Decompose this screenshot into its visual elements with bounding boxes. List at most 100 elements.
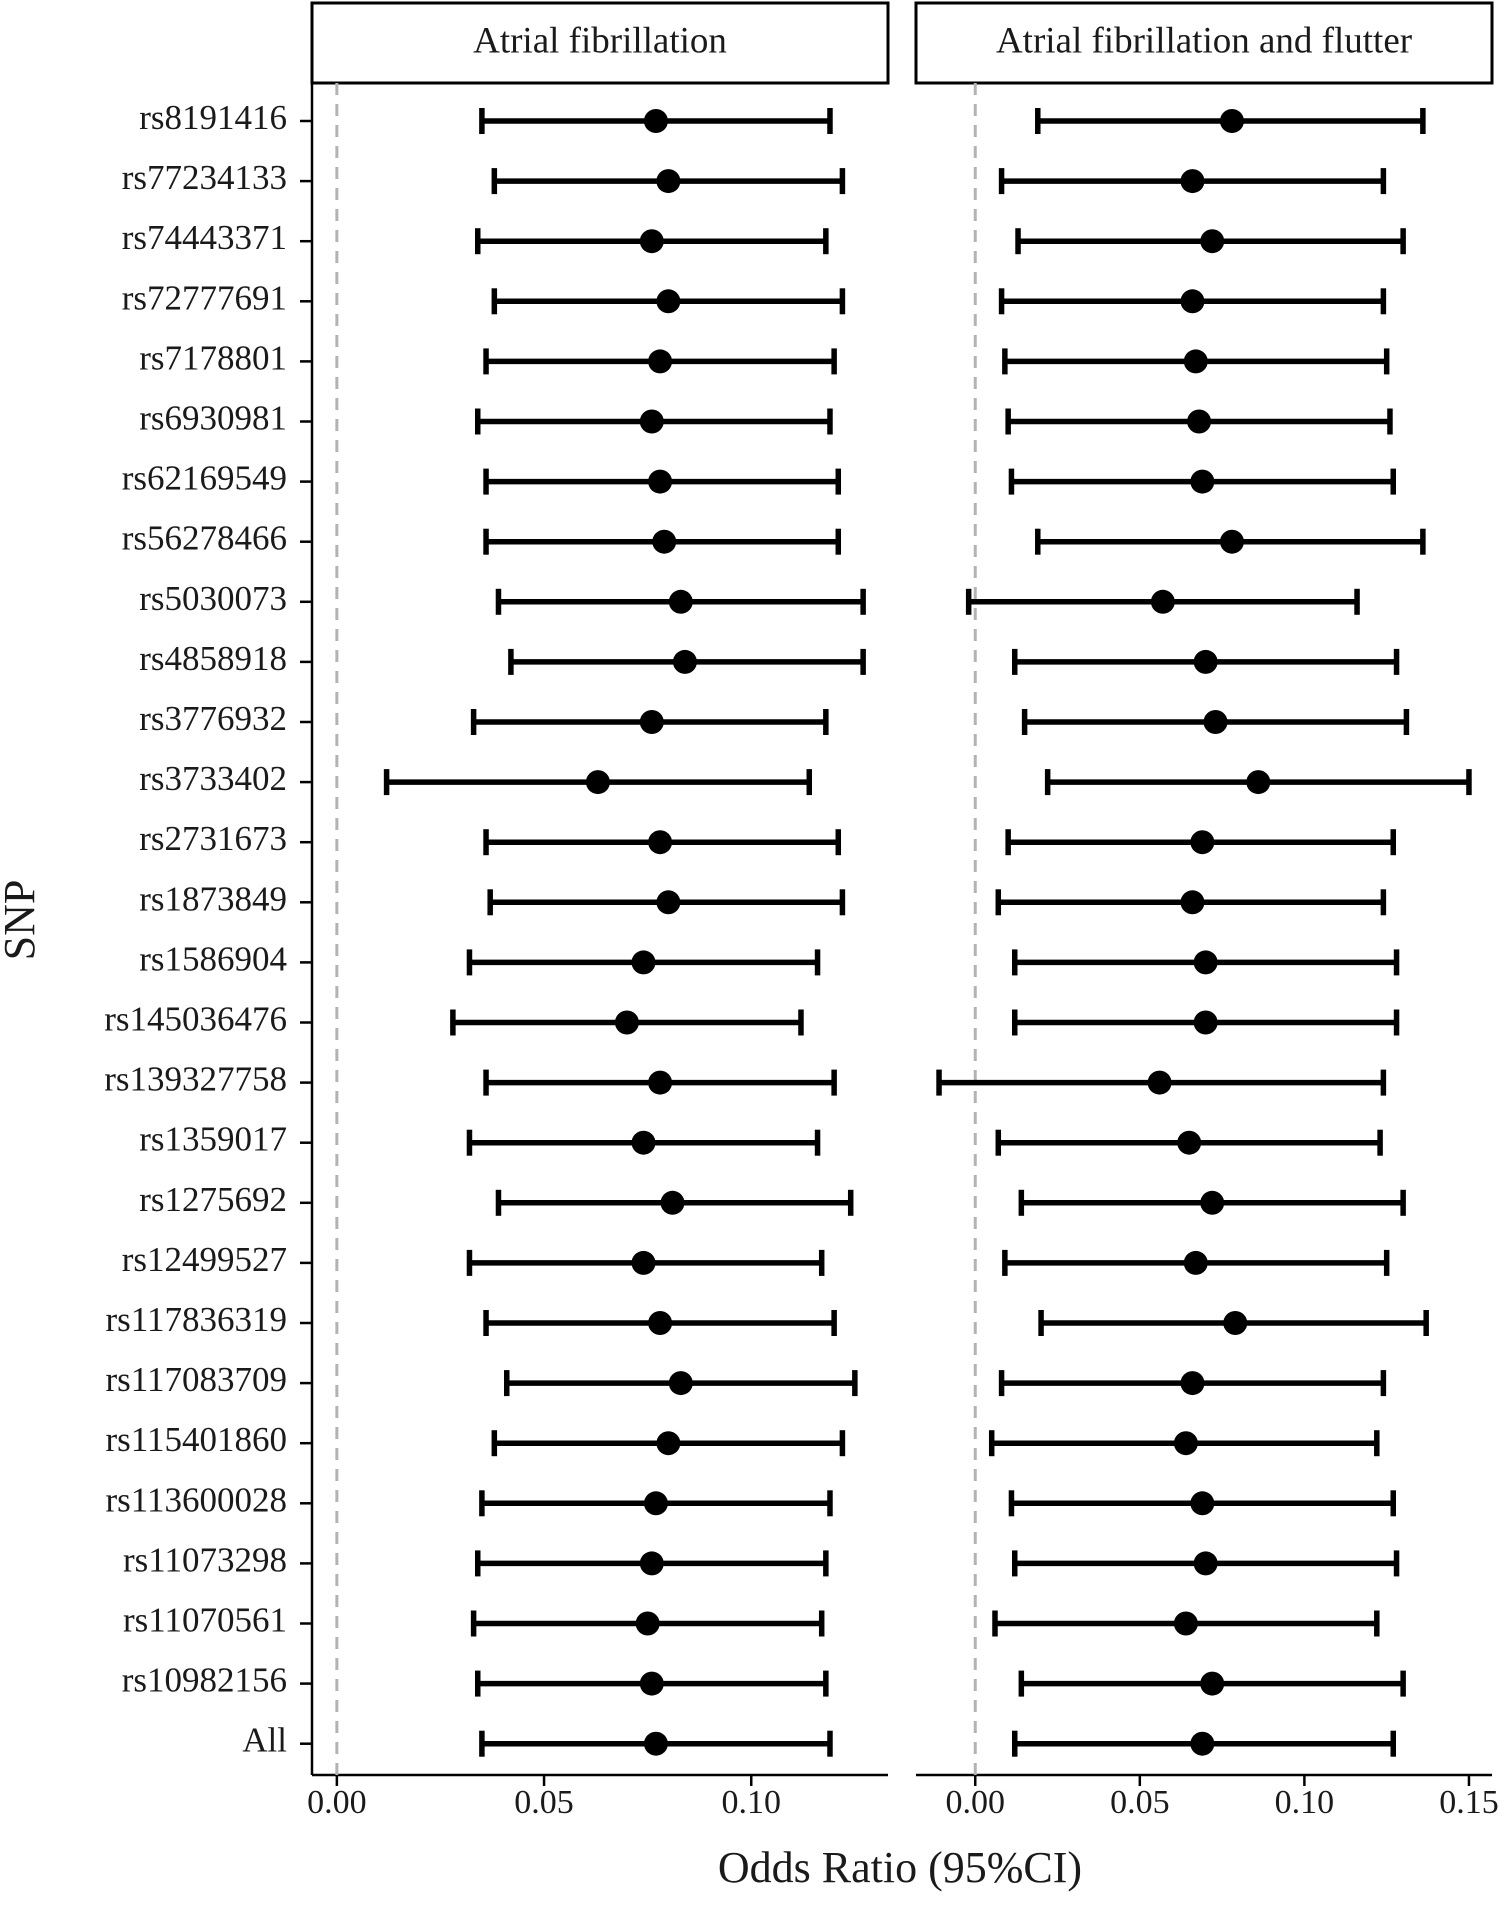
odds-ratio-point bbox=[648, 1311, 673, 1335]
y-tick-label: rs1275692 bbox=[139, 1180, 287, 1219]
odds-ratio-point bbox=[656, 890, 681, 915]
y-tick-label: rs12499527 bbox=[122, 1240, 287, 1279]
y-axis-labels: rs8191416 rs77234133 rs74443371 rs72777691 r… bbox=[104, 98, 312, 1760]
odds-ratio-point bbox=[652, 529, 677, 554]
y-tick-label: rs115401860 bbox=[106, 1420, 287, 1459]
odds-ratio-point bbox=[1187, 409, 1212, 434]
panel-atrial-fibrillation-and-flutter: 0.00 0.05 0.10 0.15 bbox=[916, 83, 1499, 1821]
odds-ratio-point bbox=[656, 169, 681, 194]
odds-ratio-point bbox=[631, 1130, 656, 1155]
x-tick-label: 0.10 bbox=[722, 1784, 782, 1821]
odds-ratio-point bbox=[1219, 109, 1244, 133]
odds-ratio-point bbox=[1177, 1130, 1202, 1155]
y-tick-label: rs7178801 bbox=[139, 338, 287, 377]
y-tick-label: rs113600028 bbox=[106, 1480, 287, 1519]
odds-ratio-point bbox=[1180, 289, 1205, 314]
y-tick-label: rs56278466 bbox=[122, 519, 287, 558]
odds-ratio-point bbox=[1193, 1551, 1218, 1576]
y-tick-label: rs10982156 bbox=[122, 1661, 287, 1700]
y-tick-label: rs1586904 bbox=[139, 939, 287, 978]
odds-ratio-point bbox=[639, 710, 664, 734]
panel-title-left: Atrial fibrillation bbox=[473, 20, 727, 61]
y-tick-label: rs117836319 bbox=[106, 1300, 287, 1339]
odds-ratio-point bbox=[1193, 950, 1218, 975]
odds-ratio-point bbox=[614, 1010, 639, 1035]
y-tick-label: rs72777691 bbox=[122, 278, 287, 317]
odds-ratio-point bbox=[1223, 1311, 1248, 1335]
strip-right: Atrial fibrillation and flutter bbox=[914, 1, 1494, 85]
odds-ratio-point bbox=[639, 409, 664, 434]
odds-ratio-point bbox=[1193, 1010, 1218, 1035]
y-tick-label: rs74443371 bbox=[122, 218, 287, 257]
odds-ratio-point bbox=[1183, 349, 1208, 374]
panel-atrial-fibrillation: 0.00 0.05 0.10 bbox=[307, 83, 888, 1821]
y-tick-label: rs139327758 bbox=[104, 1060, 287, 1099]
odds-ratio-point bbox=[1190, 1731, 1215, 1756]
odds-ratio-point bbox=[648, 349, 673, 374]
odds-ratio-point bbox=[1150, 589, 1175, 614]
odds-ratio-point bbox=[1173, 1611, 1198, 1636]
odds-ratio-point bbox=[648, 830, 673, 855]
odds-ratio-point bbox=[1200, 1190, 1225, 1215]
odds-ratio-point bbox=[1180, 169, 1205, 194]
odds-ratio-point bbox=[648, 1070, 673, 1095]
odds-ratio-point bbox=[656, 289, 681, 314]
odds-ratio-point bbox=[648, 469, 673, 494]
x-tick-label: 0.10 bbox=[1275, 1784, 1335, 1821]
y-tick-label: rs2731673 bbox=[139, 819, 287, 858]
y-tick-label: rs4858918 bbox=[139, 639, 287, 678]
odds-ratio-point bbox=[656, 1431, 681, 1456]
odds-ratio-point bbox=[1203, 710, 1228, 734]
odds-ratio-point bbox=[1200, 229, 1225, 254]
y-axis-title: SNP bbox=[0, 880, 44, 961]
strip-left: Atrial fibrillation bbox=[310, 1, 890, 85]
odds-ratio-point bbox=[639, 229, 664, 254]
odds-ratio-point bbox=[1173, 1431, 1198, 1456]
y-tick-label: rs145036476 bbox=[104, 1000, 287, 1039]
y-tick-label: rs3733402 bbox=[139, 759, 287, 798]
odds-ratio-point bbox=[643, 1731, 668, 1756]
odds-ratio-point bbox=[631, 1250, 656, 1275]
odds-ratio-point bbox=[631, 950, 656, 975]
odds-ratio-point bbox=[1246, 770, 1271, 795]
odds-ratio-point bbox=[639, 1551, 664, 1576]
x-tick-label: 0.05 bbox=[514, 1784, 574, 1821]
strip-box-left bbox=[310, 1, 890, 85]
odds-ratio-point bbox=[1180, 890, 1205, 915]
odds-ratio-point bbox=[635, 1611, 660, 1636]
strip-box-right bbox=[914, 1, 1494, 85]
odds-ratio-point bbox=[1190, 469, 1215, 494]
odds-ratio-point bbox=[1180, 1371, 1205, 1396]
y-tick-label: rs6930981 bbox=[139, 399, 287, 438]
odds-ratio-point bbox=[1147, 1070, 1172, 1095]
y-tick-label: rs1873849 bbox=[139, 879, 287, 918]
x-axis-title: Odds Ratio (95%CI) bbox=[718, 1843, 1082, 1892]
x-tick-label: 0.15 bbox=[1439, 1784, 1499, 1821]
odds-ratio-point bbox=[643, 1491, 668, 1516]
y-tick-label: rs1359017 bbox=[139, 1120, 287, 1159]
y-tick-label: rs11070561 bbox=[123, 1601, 287, 1640]
x-tick-label: 0.00 bbox=[307, 1784, 367, 1821]
x-tick-label: 0.00 bbox=[945, 1784, 1005, 1821]
odds-ratio-point bbox=[639, 1671, 664, 1696]
odds-ratio-point bbox=[643, 109, 668, 133]
odds-ratio-point bbox=[1190, 830, 1215, 855]
odds-ratio-point bbox=[660, 1190, 685, 1215]
y-tick-label: All bbox=[242, 1721, 287, 1760]
y-tick-label: rs5030073 bbox=[139, 579, 287, 618]
y-tick-label: rs62169549 bbox=[122, 459, 287, 498]
odds-ratio-point bbox=[1193, 649, 1218, 674]
y-tick-label: rs8191416 bbox=[139, 98, 287, 137]
odds-ratio-point bbox=[668, 1371, 693, 1396]
odds-ratio-point bbox=[1200, 1671, 1225, 1696]
y-tick-label: rs11073298 bbox=[123, 1540, 287, 1579]
odds-ratio-point bbox=[1219, 529, 1244, 554]
odds-ratio-point bbox=[672, 649, 697, 674]
odds-ratio-point bbox=[1190, 1491, 1215, 1516]
panel-title-right: Atrial fibrillation and flutter bbox=[996, 20, 1412, 61]
odds-ratio-point bbox=[668, 589, 693, 614]
y-tick-label: rs77234133 bbox=[122, 158, 287, 197]
x-tick-label: 0.05 bbox=[1110, 1784, 1170, 1821]
y-tick-label: rs117083709 bbox=[106, 1360, 287, 1399]
